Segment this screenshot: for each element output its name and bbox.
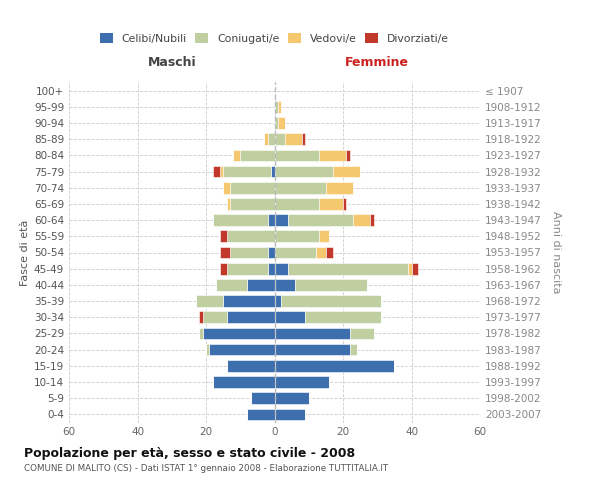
Bar	[268, 263, 275, 274]
Bar	[281, 295, 380, 307]
Bar	[227, 198, 230, 210]
Bar	[278, 117, 285, 129]
Bar	[247, 279, 275, 290]
Bar	[216, 279, 247, 290]
Bar	[333, 166, 360, 177]
Bar	[305, 312, 380, 323]
Bar	[275, 214, 288, 226]
Bar	[275, 312, 305, 323]
Text: Maschi: Maschi	[148, 56, 196, 69]
Bar	[223, 166, 271, 177]
Bar	[271, 166, 275, 177]
Bar	[223, 182, 230, 194]
Bar	[275, 134, 285, 145]
Bar	[209, 344, 275, 356]
Bar	[264, 134, 268, 145]
Bar	[213, 376, 275, 388]
Bar	[275, 279, 295, 290]
Bar	[247, 408, 275, 420]
Bar	[319, 230, 329, 242]
Bar	[203, 328, 275, 340]
Text: COMUNE DI MALITO (CS) - Dati ISTAT 1° gennaio 2008 - Elaborazione TUTTITALIA.IT: COMUNE DI MALITO (CS) - Dati ISTAT 1° ge…	[24, 464, 388, 473]
Bar	[350, 344, 357, 356]
Bar	[251, 392, 275, 404]
Bar	[233, 150, 240, 161]
Bar	[275, 392, 309, 404]
Bar	[206, 344, 209, 356]
Y-axis label: Fasce di età: Fasce di età	[20, 220, 30, 286]
Bar	[316, 246, 326, 258]
Bar	[275, 117, 278, 129]
Bar	[275, 246, 316, 258]
Bar	[278, 101, 281, 112]
Legend: Celibi/Nubili, Coniugati/e, Vedovi/e, Divorziati/e: Celibi/Nubili, Coniugati/e, Vedovi/e, Di…	[97, 30, 452, 47]
Bar	[412, 263, 418, 274]
Bar	[227, 312, 275, 323]
Bar	[227, 230, 275, 242]
Bar	[220, 263, 227, 274]
Bar	[302, 134, 305, 145]
Bar	[275, 344, 350, 356]
Bar	[346, 150, 350, 161]
Bar	[223, 295, 275, 307]
Bar	[268, 246, 275, 258]
Bar	[350, 328, 374, 340]
Bar	[220, 230, 227, 242]
Bar	[230, 182, 275, 194]
Bar	[319, 198, 343, 210]
Bar	[213, 214, 268, 226]
Bar	[220, 246, 230, 258]
Bar	[275, 360, 394, 372]
Bar	[370, 214, 374, 226]
Bar	[227, 360, 275, 372]
Bar	[326, 182, 353, 194]
Bar	[240, 150, 275, 161]
Bar	[275, 230, 319, 242]
Bar	[288, 214, 353, 226]
Bar	[319, 150, 346, 161]
Bar	[275, 295, 281, 307]
Bar	[275, 101, 278, 112]
Bar	[275, 198, 319, 210]
Bar	[275, 263, 288, 274]
Y-axis label: Anni di nascita: Anni di nascita	[551, 211, 561, 294]
Bar	[288, 263, 408, 274]
Text: Popolazione per età, sesso e stato civile - 2008: Popolazione per età, sesso e stato civil…	[24, 448, 355, 460]
Bar	[227, 263, 268, 274]
Bar	[199, 312, 203, 323]
Bar	[275, 150, 319, 161]
Bar	[275, 408, 305, 420]
Bar	[285, 134, 302, 145]
Bar	[199, 328, 203, 340]
Bar	[343, 198, 346, 210]
Bar	[196, 295, 223, 307]
Bar	[230, 246, 268, 258]
Bar	[326, 246, 333, 258]
Bar	[295, 279, 367, 290]
Bar	[353, 214, 370, 226]
Bar	[230, 198, 275, 210]
Bar	[213, 166, 220, 177]
Bar	[408, 263, 412, 274]
Bar	[275, 328, 350, 340]
Bar	[268, 214, 275, 226]
Bar	[275, 376, 329, 388]
Bar	[275, 166, 333, 177]
Bar	[203, 312, 227, 323]
Text: Femmine: Femmine	[345, 56, 409, 69]
Bar	[268, 134, 275, 145]
Bar	[220, 166, 223, 177]
Bar	[275, 182, 326, 194]
